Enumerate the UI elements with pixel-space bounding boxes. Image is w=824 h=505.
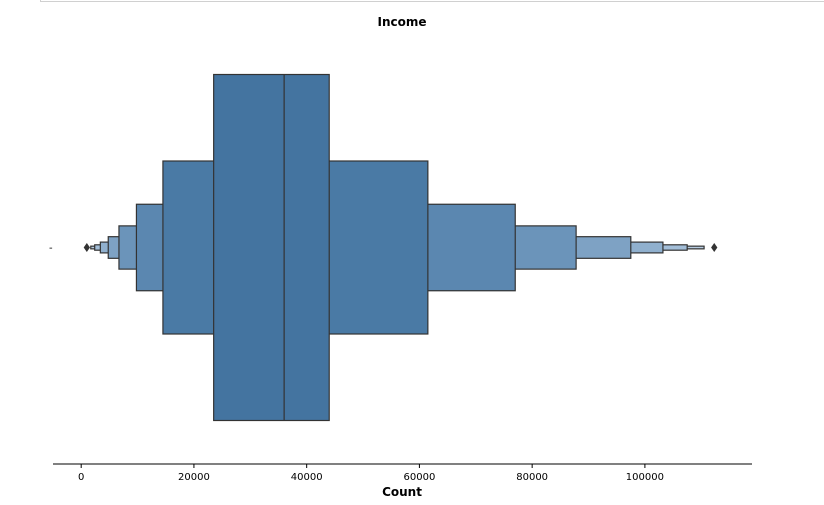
outlier-point [711, 243, 718, 252]
x-tick-label: 0 [78, 472, 84, 483]
x-tick-label: 80000 [516, 472, 548, 483]
y-tick-label: - [49, 243, 53, 254]
x-tick-label: 100000 [626, 472, 664, 483]
outlier-point [83, 243, 90, 252]
outlier-points [83, 243, 718, 252]
x-axis-label: Count [382, 485, 422, 499]
boxen-boxes [90, 73, 705, 422]
chart-title: Income [377, 15, 426, 29]
boxen-box-level-1 [213, 73, 330, 422]
x-tick-label: 40000 [291, 472, 323, 483]
top-frame-edge [40, 0, 824, 2]
x-axis-ticks: 0 20000 40000 60000 80000 100000 [78, 464, 664, 483]
x-tick-label: 20000 [178, 472, 210, 483]
x-tick-label: 60000 [404, 472, 436, 483]
